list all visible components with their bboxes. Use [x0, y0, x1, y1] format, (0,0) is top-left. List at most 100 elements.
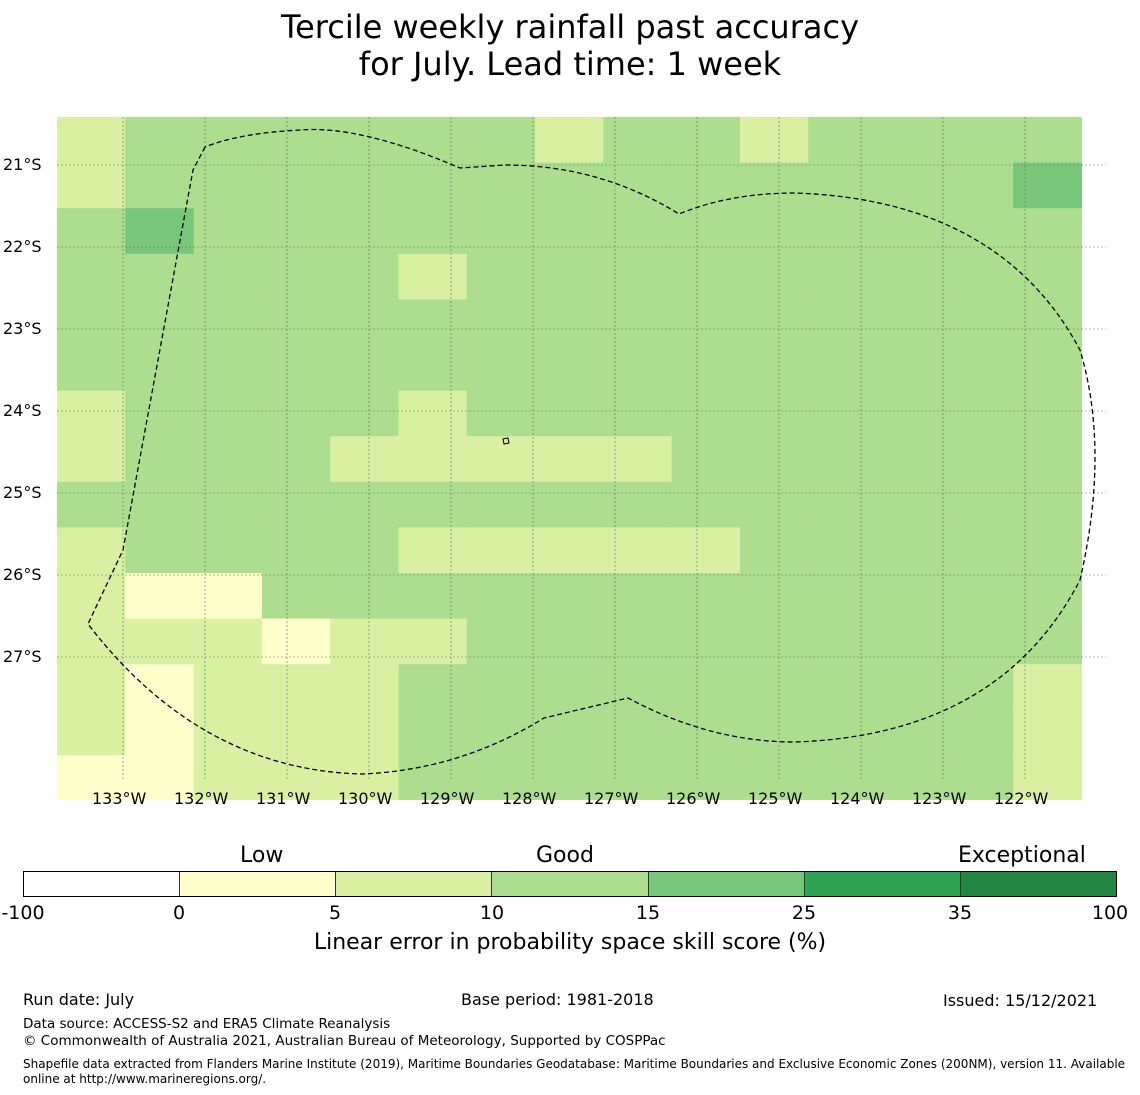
grid-cell — [740, 162, 809, 209]
grid-cell — [944, 573, 1014, 620]
grid-cell — [398, 573, 468, 620]
grid-cell — [740, 709, 809, 756]
grid-cell — [876, 436, 946, 483]
colorbar-tick: -100 — [1, 902, 45, 924]
run-date: Run date: July — [23, 990, 135, 1009]
lat-label-26s: 26°S — [3, 565, 42, 584]
grid-cell — [330, 527, 399, 574]
grid-cell — [671, 481, 741, 528]
grid-cell — [740, 117, 809, 164]
grid-cell — [1013, 709, 1082, 756]
grid-cell — [671, 527, 741, 574]
grid-cell — [671, 755, 741, 800]
grid-cell — [671, 436, 741, 483]
grid-cell — [330, 390, 399, 437]
grid-cell — [944, 618, 1014, 665]
grid-cell — [1013, 481, 1082, 528]
grid-cell — [125, 709, 195, 756]
grid-cell — [398, 709, 468, 756]
grid-cell — [535, 709, 604, 756]
grid-cell — [57, 755, 126, 800]
grid-cell — [261, 709, 331, 756]
grid-cell — [57, 162, 126, 209]
lat-label-23s: 23°S — [3, 319, 42, 338]
grid-cell — [193, 436, 263, 483]
grid-cell — [466, 299, 536, 346]
grid-cell — [808, 573, 878, 620]
grid-cell — [944, 299, 1014, 346]
colorbar-tick: 0 — [172, 902, 186, 924]
grid-cell — [876, 481, 946, 528]
colorbar-label: Linear error in probability space skill … — [313, 930, 827, 955]
lat-label-24s: 24°S — [3, 401, 42, 420]
grid-cell — [1013, 664, 1082, 711]
lon-label-128w: 128°W — [502, 789, 557, 808]
grid-cell — [1013, 436, 1082, 483]
grid-cell — [876, 573, 946, 620]
grid-cell — [125, 253, 195, 300]
grid-cell — [398, 162, 468, 209]
grid-cell — [603, 345, 673, 392]
grid-cell — [330, 253, 399, 300]
grid-cell — [1013, 573, 1082, 620]
grid-cell — [261, 618, 331, 665]
grid-cell — [603, 390, 673, 437]
grid-cell — [330, 299, 399, 346]
grid-cell — [466, 162, 536, 209]
grid-cell — [330, 481, 399, 528]
grid-cell — [535, 527, 604, 574]
grid-cell — [125, 755, 195, 800]
grid-cell — [466, 573, 536, 620]
grid-cell — [193, 573, 263, 620]
copyright: © Commonwealth of Australia 2021, Austra… — [23, 1033, 666, 1049]
eez-boundary — [87, 128, 1096, 775]
map-title-line-1: Tercile weekly rainfall past accuracy — [280, 8, 859, 46]
map-gridlines — [57, 117, 1106, 781]
grid-cell — [398, 253, 468, 300]
grid-cell — [466, 117, 536, 164]
colorbar-category-good: Good — [536, 843, 594, 868]
grid-cell — [671, 253, 741, 300]
grid-cell — [876, 618, 946, 665]
grid-cell — [535, 299, 604, 346]
grid-cell — [125, 390, 195, 437]
grid-cell — [193, 709, 263, 756]
grid-cell — [57, 527, 126, 574]
grid-cell — [944, 664, 1014, 711]
grid-cell — [603, 208, 673, 255]
grid-cell — [261, 253, 331, 300]
grid-cell — [535, 436, 604, 483]
grid-cell — [740, 345, 809, 392]
grid-cell — [330, 162, 399, 209]
lon-label-123w: 123°W — [912, 789, 967, 808]
grid-cell — [535, 755, 604, 800]
grid-cell — [603, 299, 673, 346]
lat-label-27s: 27°S — [3, 647, 42, 666]
grid-cell — [398, 299, 468, 346]
grid-cell — [808, 527, 878, 574]
grid-cell — [330, 755, 399, 800]
grid-cell — [466, 755, 536, 800]
grid-cell — [535, 481, 604, 528]
grid-cell — [261, 527, 331, 574]
grid-cell — [57, 253, 126, 300]
grid-cell — [398, 527, 468, 574]
grid-cell — [193, 299, 263, 346]
grid-cell — [944, 390, 1014, 437]
grid-cell — [535, 618, 604, 665]
grid-cell — [808, 253, 878, 300]
lon-label-127w: 127°W — [584, 789, 639, 808]
grid-cell — [193, 481, 263, 528]
grid-cell — [535, 573, 604, 620]
grid-cell — [740, 664, 809, 711]
grid-cell — [876, 664, 946, 711]
grid-cell — [125, 117, 195, 164]
grid-cell — [808, 390, 878, 437]
grid-cell — [535, 664, 604, 711]
colorbar-category-low: Low — [240, 843, 284, 868]
grid-cell — [330, 618, 399, 665]
grid-cell — [671, 664, 741, 711]
grid-cell — [466, 253, 536, 300]
grid-cell — [57, 299, 126, 346]
skill-grid-cells — [57, 117, 1082, 800]
